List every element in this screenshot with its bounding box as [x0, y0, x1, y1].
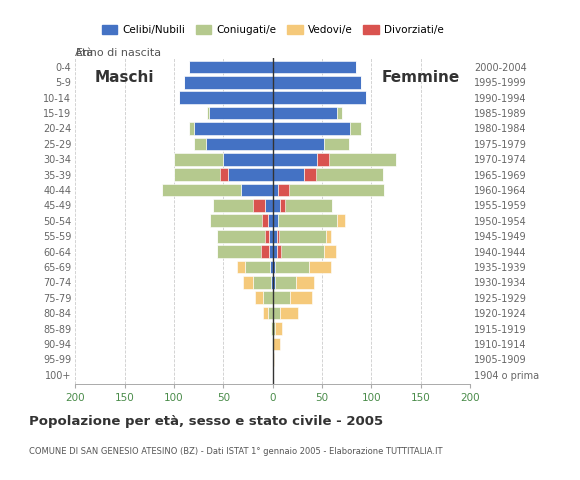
Bar	[262, 215, 268, 227]
Bar	[274, 322, 282, 335]
Bar	[253, 199, 264, 212]
Bar	[194, 122, 273, 135]
Bar	[255, 291, 263, 304]
Bar	[273, 230, 277, 242]
Text: Età: Età	[75, 48, 93, 58]
Bar	[278, 184, 289, 196]
Bar	[278, 215, 337, 227]
Bar	[326, 230, 331, 242]
Text: Anno di nascita: Anno di nascita	[75, 48, 161, 58]
Bar	[271, 276, 273, 288]
Bar	[277, 245, 281, 258]
Bar	[324, 245, 336, 258]
Bar	[253, 276, 271, 288]
Bar	[268, 215, 273, 227]
Bar	[263, 291, 273, 304]
Bar	[317, 153, 329, 166]
Bar	[277, 230, 326, 242]
Bar	[278, 184, 384, 196]
Bar	[174, 153, 223, 166]
Bar	[273, 184, 278, 196]
Bar	[179, 91, 273, 104]
Bar	[184, 76, 273, 88]
Bar	[281, 199, 332, 212]
Bar	[213, 199, 264, 212]
Text: Maschi: Maschi	[95, 70, 154, 85]
Bar	[281, 199, 285, 212]
Bar	[281, 307, 298, 320]
Bar	[241, 184, 273, 196]
Bar	[269, 230, 273, 242]
Bar	[220, 168, 229, 181]
Bar	[263, 307, 268, 320]
Bar	[206, 107, 209, 120]
Bar	[268, 307, 273, 320]
Bar	[291, 291, 312, 304]
Bar	[218, 245, 269, 258]
Bar	[174, 168, 229, 181]
Text: Femmine: Femmine	[382, 70, 459, 85]
Bar	[337, 215, 345, 227]
Bar	[229, 168, 273, 181]
Bar	[273, 307, 281, 320]
Bar	[273, 168, 304, 181]
Bar	[243, 276, 253, 288]
Bar	[237, 261, 245, 273]
Bar	[273, 337, 281, 350]
Bar	[261, 245, 269, 258]
Bar	[223, 153, 273, 166]
Text: Popolazione per età, sesso e stato civile - 2005: Popolazione per età, sesso e stato civil…	[29, 415, 383, 428]
Bar	[274, 261, 309, 273]
Bar	[205, 137, 273, 150]
Bar	[273, 245, 277, 258]
Bar	[273, 353, 274, 366]
Legend: Celibi/Nubili, Coniugati/e, Vedovi/e, Divorziati/e: Celibi/Nubili, Coniugati/e, Vedovi/e, Di…	[97, 20, 448, 39]
Bar	[273, 199, 281, 212]
Bar	[277, 230, 278, 242]
Bar	[273, 322, 274, 335]
Bar	[273, 153, 317, 166]
Bar	[296, 276, 314, 288]
Bar	[273, 291, 291, 304]
Text: COMUNE DI SAN GENESIO ATESINO (BZ) - Dati ISTAT 1° gennaio 2005 - Elaborazione T: COMUNE DI SAN GENESIO ATESINO (BZ) - Dat…	[29, 446, 443, 456]
Bar	[277, 245, 324, 258]
Bar	[274, 276, 296, 288]
Bar	[317, 153, 396, 166]
Bar	[271, 322, 273, 335]
Bar	[189, 122, 194, 135]
Bar	[189, 60, 273, 73]
Bar	[273, 215, 278, 227]
Bar	[245, 261, 270, 273]
Bar	[273, 60, 356, 73]
Bar	[309, 261, 331, 273]
Bar	[273, 276, 274, 288]
Bar	[337, 107, 342, 120]
Bar	[271, 337, 273, 350]
Bar	[209, 107, 273, 120]
Bar	[218, 230, 269, 242]
Bar	[273, 122, 350, 135]
Bar	[324, 137, 349, 150]
Bar	[264, 199, 273, 212]
Bar	[350, 122, 361, 135]
Bar	[304, 168, 316, 181]
Bar	[269, 245, 273, 258]
Bar	[273, 107, 337, 120]
Bar	[273, 261, 274, 273]
Bar	[273, 91, 367, 104]
Bar	[270, 261, 273, 273]
Bar	[194, 137, 205, 150]
Bar	[273, 76, 361, 88]
Bar	[264, 230, 269, 242]
Bar	[211, 215, 268, 227]
Bar	[304, 168, 383, 181]
Bar	[162, 184, 241, 196]
Bar	[273, 137, 324, 150]
